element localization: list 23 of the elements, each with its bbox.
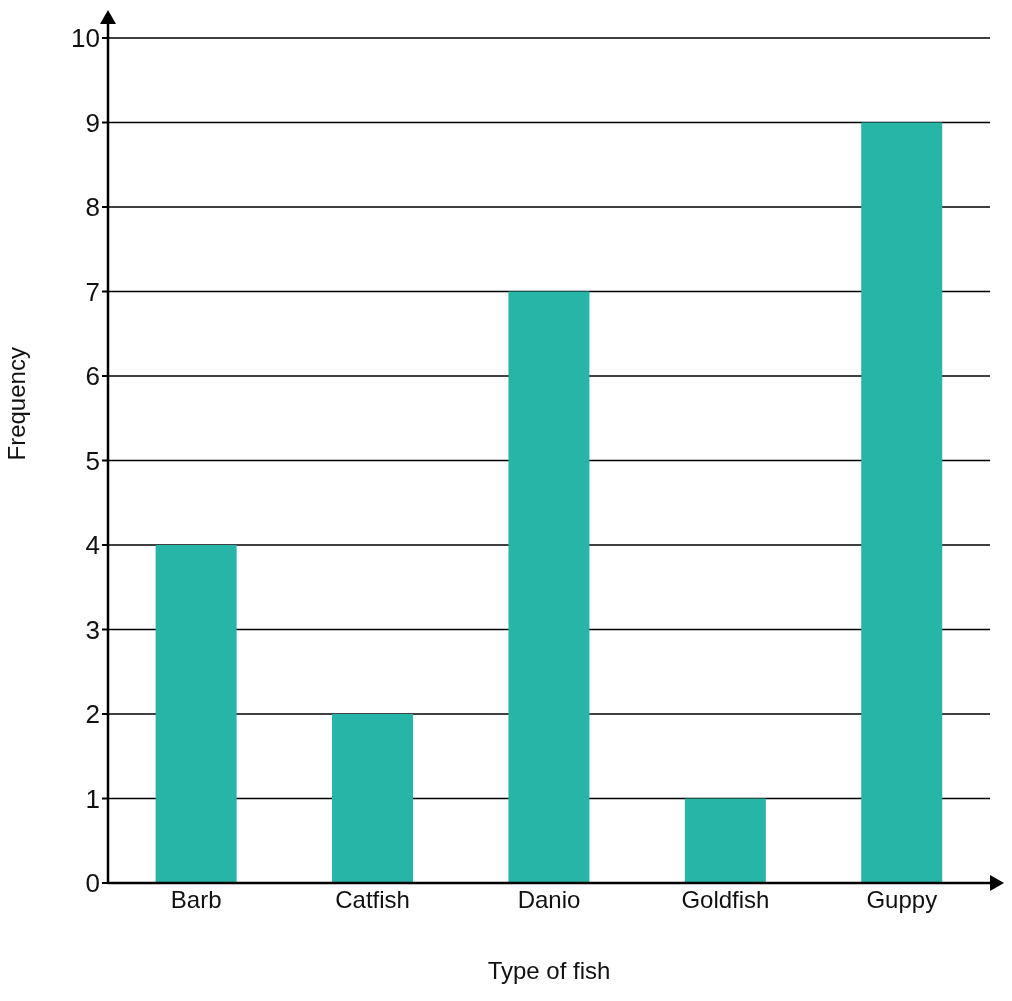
y-tick-label: 6 xyxy=(85,361,100,392)
y-tick-label: 7 xyxy=(85,276,100,307)
y-tick-label: 3 xyxy=(85,614,100,645)
bar xyxy=(861,122,943,883)
y-tick-label: 5 xyxy=(85,445,100,476)
y-tick-label: 0 xyxy=(85,868,100,899)
x-axis-title: Type of fish xyxy=(487,957,611,984)
x-tick-label: Danio xyxy=(517,886,581,914)
y-tick-label: 9 xyxy=(85,107,100,138)
y-tick-label: 10 xyxy=(71,23,100,54)
x-tick-label: Guppy xyxy=(866,886,938,914)
x-tick-label: Goldfish xyxy=(681,886,770,914)
y-tick-label: 1 xyxy=(85,783,100,814)
y-tick-label: 8 xyxy=(85,192,100,223)
x-tick-label: Barb xyxy=(170,886,222,914)
y-tick-label: 4 xyxy=(85,530,100,561)
bar xyxy=(155,545,237,883)
y-axis-title: Frequency xyxy=(2,347,30,461)
bar xyxy=(508,291,590,883)
y-tick-label: 2 xyxy=(85,699,100,730)
x-tick-label: Catfish xyxy=(335,886,410,914)
bar xyxy=(332,714,414,883)
bar xyxy=(684,798,766,883)
